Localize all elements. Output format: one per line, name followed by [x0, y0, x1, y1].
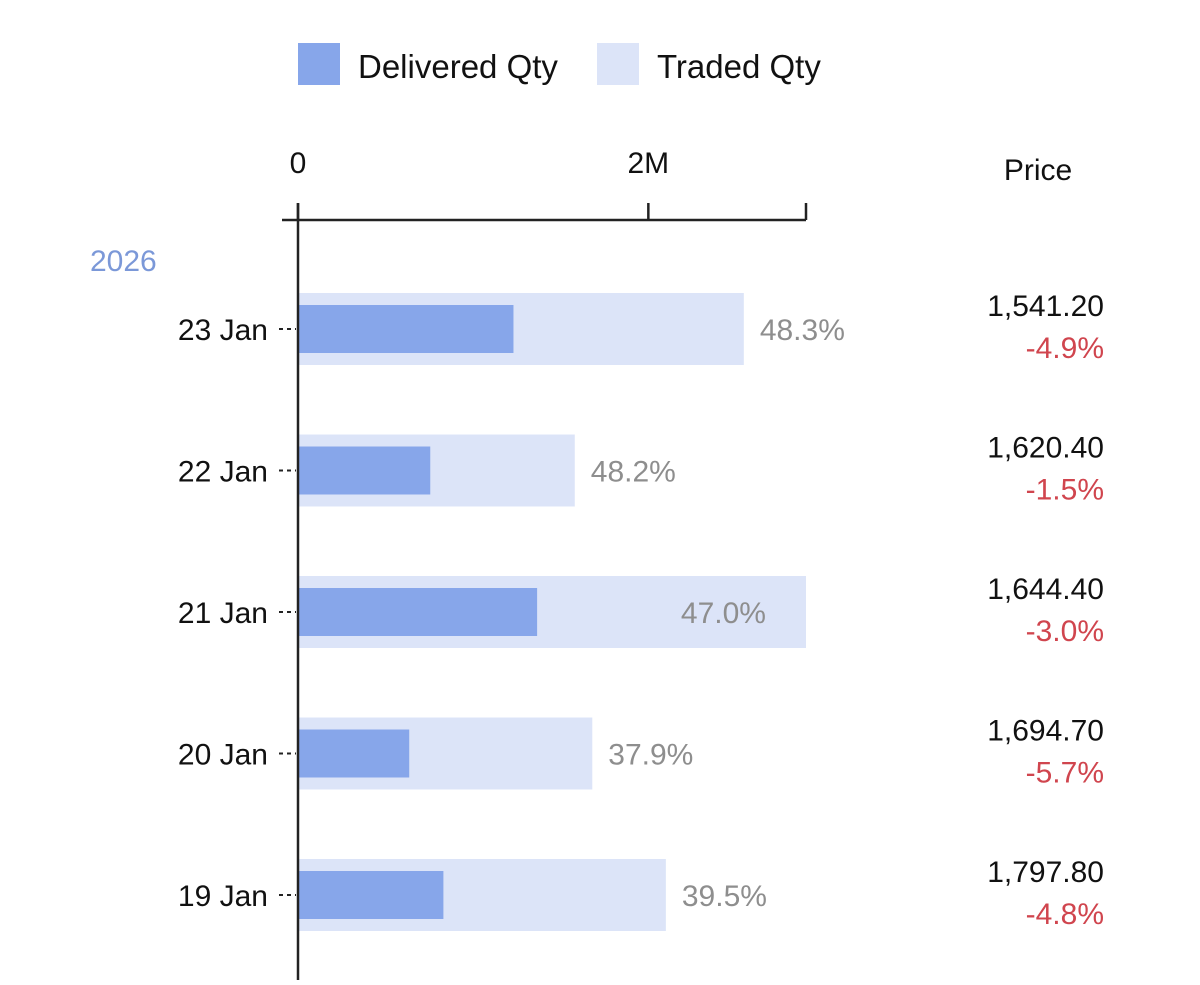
price-value: 1,644.40	[987, 573, 1104, 606]
price-value: 1,797.80	[987, 856, 1104, 889]
bar-delivered	[298, 588, 538, 636]
bar-delivered	[298, 446, 431, 495]
bar-delivered	[298, 729, 410, 778]
delivery-pct-label: 37.9%	[608, 739, 693, 772]
delivery-pct-label: 48.2%	[591, 456, 676, 489]
price-change: -1.5%	[1026, 474, 1104, 507]
category-label: 23 Jan	[178, 314, 268, 347]
category-label: 21 Jan	[178, 597, 268, 630]
delivery-pct-label: 47.0%	[681, 597, 766, 630]
bar-delivered	[298, 871, 444, 919]
legend-label-traded: Traded Qty	[657, 48, 821, 85]
price-header: Price	[1004, 154, 1072, 187]
price-change: -4.8%	[1026, 898, 1104, 931]
category-label: 22 Jan	[178, 456, 268, 489]
bar-delivered	[298, 305, 514, 353]
legend-swatch-delivered	[298, 43, 340, 85]
x-tick-label: 0	[290, 147, 307, 180]
legend-swatch-traded	[597, 43, 639, 85]
x-tick-label: 2M	[628, 147, 670, 180]
category-label: 20 Jan	[178, 739, 268, 772]
price-value: 1,541.20	[987, 290, 1104, 323]
price-change: -4.9%	[1026, 332, 1104, 365]
year-label: 2026	[90, 245, 157, 278]
legend-label-delivered: Delivered Qty	[358, 48, 558, 85]
price-change: -5.7%	[1026, 757, 1104, 790]
delivery-pct-label: 39.5%	[682, 880, 767, 913]
delivery-pct-label: 48.3%	[760, 314, 845, 347]
price-value: 1,694.70	[987, 715, 1104, 748]
price-value: 1,620.40	[987, 432, 1104, 465]
category-label: 19 Jan	[178, 880, 268, 913]
price-change: -3.0%	[1026, 615, 1104, 648]
